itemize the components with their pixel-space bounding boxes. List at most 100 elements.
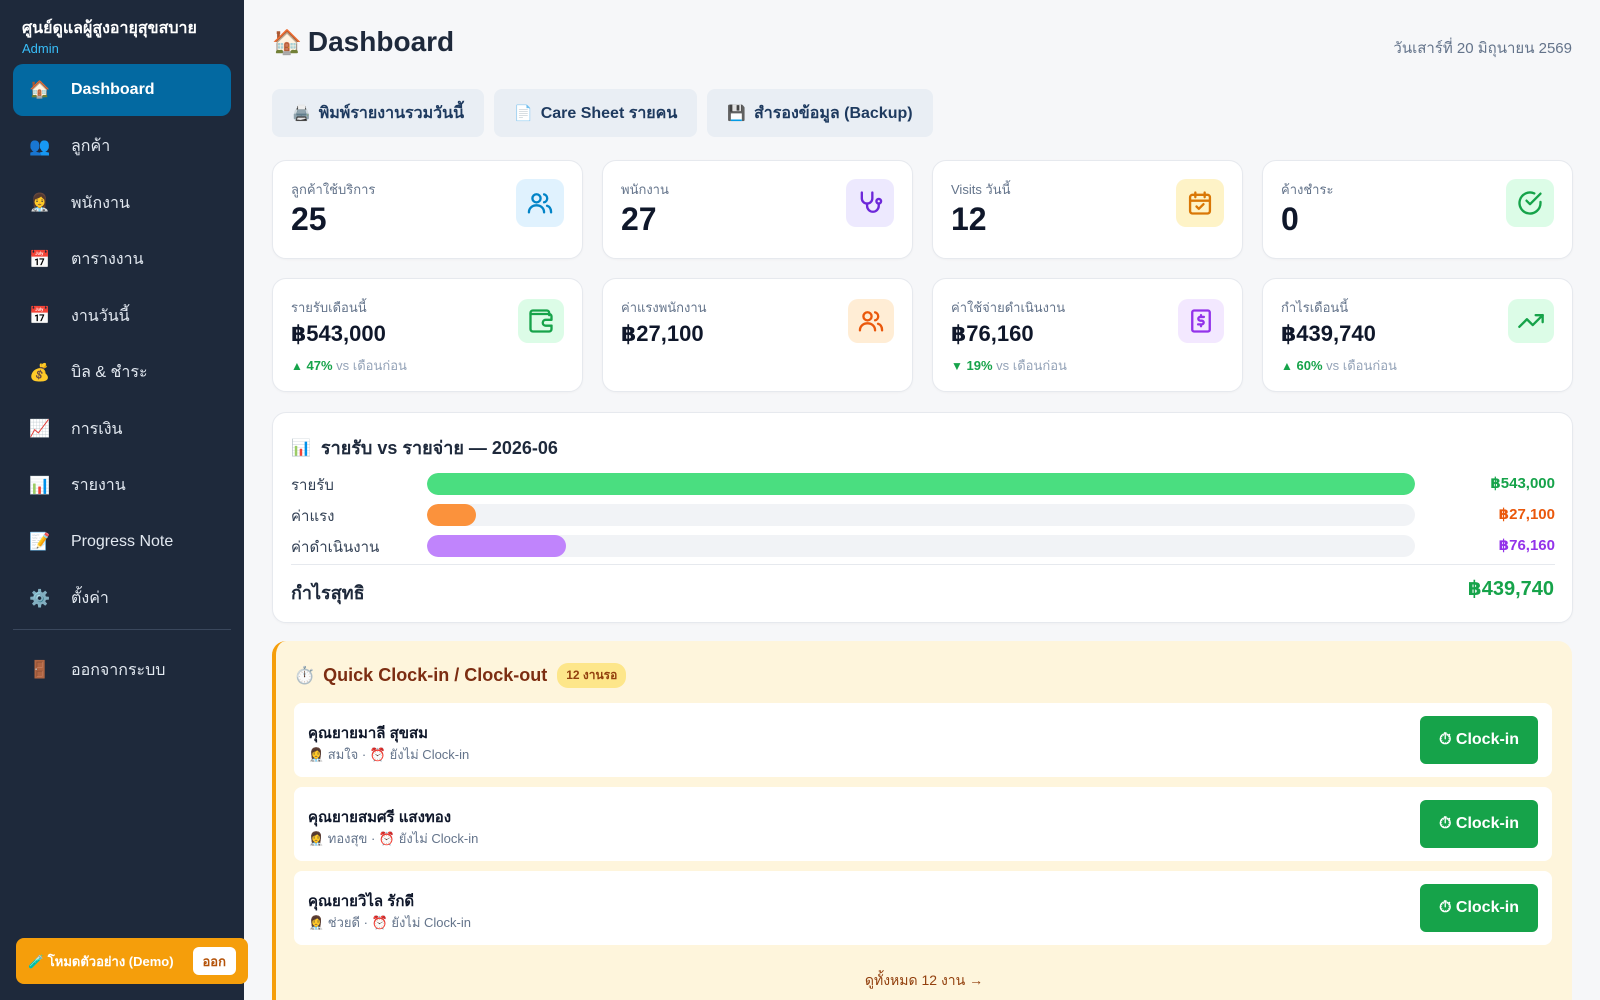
trend-down-icon: ▼ (951, 359, 963, 373)
trend-text: vs เดือนก่อน (336, 358, 407, 373)
task-meta: 👩‍⚕️ ทองสุข · ⏰ ยังไม่ Clock-in (308, 831, 479, 846)
stat-label: ค่าใช้จ่ายดำเนินงาน (951, 300, 1066, 315)
user-role: Admin (22, 41, 59, 56)
gear-icon: ⚙️ (29, 588, 51, 608)
sidebar-item-schedule[interactable]: 📅 ตารางงาน (13, 234, 231, 286)
stat-label: Visits วันนี้ (951, 182, 1011, 197)
task-item: คุณยายสมศรี แสงทอง 👩‍⚕️ ทองสุข · ⏰ ยังไม… (294, 787, 1552, 861)
panel-title: 📊 รายรับ vs รายจ่าย — 2026-06 (291, 433, 558, 462)
exit-demo-button[interactable]: ออก (192, 947, 236, 975)
stat-value: 27 (621, 201, 657, 237)
sidebar-item-label: ออกจากระบบ (71, 661, 166, 679)
sidebar-item-progress-note[interactable]: 📝 Progress Note (13, 516, 231, 568)
sidebar-item-logout[interactable]: 🚪 ออกจากระบบ (13, 644, 231, 696)
stat-card-visits: Visits วันนี้ 12 (932, 160, 1243, 259)
sidebar-item-dashboard[interactable]: 🏠 Dashboard (13, 64, 231, 116)
users-icon (848, 299, 894, 343)
bar-track (427, 504, 1415, 526)
button-label: สำรองข้อมูล (Backup) (754, 104, 913, 122)
sidebar-item-label: การเงิน (71, 420, 123, 438)
sidebar-item-label: พนักงาน (71, 194, 130, 212)
sidebar-item-label: Dashboard (71, 81, 155, 98)
stat-card-profit: กำไรเดือนนี้ ฿439,740 ▲ 60% vs เดือนก่อน (1262, 278, 1573, 392)
page-title-text: Dashboard (307, 26, 455, 57)
sidebar-item-today-tasks[interactable]: 📅 งานวันนี้ (13, 290, 231, 342)
stat-card-labor-cost: ค่าแรงพนักงาน ฿27,100 (602, 278, 913, 392)
floppy-disk-icon: 💾 (727, 105, 747, 122)
sidebar-item-billing[interactable]: 💰 บิล & ชำระ (13, 347, 231, 399)
stat-value: ฿439,740 (1281, 321, 1376, 346)
bar-chart-icon: 📊 (29, 475, 51, 495)
stat-card-customers: ลูกค้าใช้บริการ 25 (272, 160, 583, 259)
bar-label: รายรับ (291, 477, 334, 494)
net-profit-value: ฿439,740 (1467, 578, 1554, 600)
page-header: 🏠 Dashboard วันเสาร์ที่ 20 มิถุนายน 2569 (272, 26, 1572, 66)
net-profit-label: กำไรสุทธิ (291, 583, 365, 603)
sidebar-item-settings[interactable]: ⚙️ ตั้งค่า (13, 573, 231, 625)
client-name: คุณยายมาลี สุขสม (308, 725, 429, 742)
document-icon: 📄 (514, 105, 533, 122)
current-date: วันเสาร์ที่ 20 มิถุนายน 2569 (1393, 40, 1572, 57)
sidebar-nav: 🏠 Dashboard 👥 ลูกค้า 👩‍⚕️ พนักงาน 📅 ตารา… (0, 64, 244, 696)
stethoscope-icon (846, 179, 894, 227)
clock-in-button[interactable]: ⏱ Clock-in (1420, 884, 1538, 932)
stat-card-outstanding: ค้างชำระ 0 (1262, 160, 1573, 259)
task-meta: 👩‍⚕️ ช่วยดี · ⏰ ยังไม่ Clock-in (308, 915, 471, 930)
trend-up-icon: ▲ (291, 359, 303, 373)
sidebar: ศูนย์ดูแลผู้สูงอายุสุขสบาย Admin 🏠 Dashb… (0, 0, 244, 1000)
demo-mode-label: 🧪 โหมดตัวอย่าง (Demo) (28, 953, 174, 969)
stat-card-staff: พนักงาน 27 (602, 160, 913, 259)
trend-indicator: ▼ 19% vs เดือนก่อน (951, 355, 1067, 376)
task-meta: 👩‍⚕️ สมใจ · ⏰ ยังไม่ Clock-in (308, 747, 470, 762)
calendar-check-icon (1176, 179, 1224, 227)
bar-chart-icon: 📊 (291, 439, 311, 457)
bar-label: ค่าดำเนินงาน (291, 539, 380, 556)
backup-button[interactable]: 💾 สำรองข้อมูล (Backup) (707, 89, 933, 137)
sidebar-item-label: ตั้งค่า (71, 590, 109, 607)
chart-up-icon: 📈 (29, 419, 51, 438)
button-label: Care Sheet รายคน (540, 104, 678, 122)
trend-percent: 47% (306, 358, 333, 373)
page-title: 🏠 Dashboard (272, 26, 454, 58)
trend-percent: 60% (1296, 358, 1323, 373)
see-all-tasks-link[interactable]: ดูทั้งหมด 12 งาน → (864, 972, 984, 988)
stopwatch-icon: ⏱️ (294, 665, 316, 685)
care-sheet-button[interactable]: 📄 Care Sheet รายคน (494, 89, 698, 137)
stat-value: 12 (951, 201, 987, 237)
receipt-icon (1178, 299, 1224, 343)
clock-in-button[interactable]: ⏱ Clock-in (1420, 716, 1538, 764)
demo-mode-banner: 🧪 โหมดตัวอย่าง (Demo) ออก (16, 938, 248, 984)
stat-value: ฿76,160 (951, 321, 1034, 346)
sidebar-item-label: บิล & ชำระ (71, 364, 148, 381)
bar-fill-labor (427, 504, 477, 526)
quick-clock-panel: ⏱️ Quick Clock-in / Clock-out 12 งานรอ ค… (272, 641, 1572, 1000)
bar-row-labor: ค่าแรง ฿27,100 (291, 502, 1555, 526)
client-name: คุณยายสมศรี แสงทอง (308, 809, 452, 826)
trending-up-icon (1508, 299, 1554, 343)
button-label: พิมพ์รายงานรวมวันนี้ (318, 104, 464, 122)
stat-label: รายรับเดือนนี้ (291, 300, 367, 315)
clock-in-button[interactable]: ⏱ Clock-in (1420, 800, 1538, 848)
print-daily-report-button[interactable]: 🖨️ พิมพ์รายงานรวมวันนี้ (272, 89, 484, 137)
memo-icon: 📝 (29, 532, 51, 551)
sidebar-item-label: ลูกค้า (71, 138, 111, 155)
bar-row-operating: ค่าดำเนินงาน ฿76,160 (291, 533, 1555, 557)
money-bag-icon: 💰 (29, 362, 51, 382)
sidebar-item-finance[interactable]: 📈 การเงิน (13, 403, 231, 455)
bar-value: ฿27,100 (1498, 506, 1555, 523)
stat-value: 0 (1281, 201, 1299, 237)
bar-fill-income (427, 473, 1415, 495)
stat-value: ฿543,000 (291, 321, 386, 346)
sidebar-item-reports[interactable]: 📊 รายงาน (13, 460, 231, 512)
stat-card-operating-cost: ค่าใช้จ่ายดำเนินงาน ฿76,160 ▼ 19% vs เดื… (932, 278, 1243, 392)
calendar-icon: 📅 (29, 306, 51, 325)
calendar-icon: 📅 (29, 249, 51, 269)
sidebar-item-staff[interactable]: 👩‍⚕️ พนักงาน (13, 177, 231, 229)
bar-track (427, 473, 1415, 495)
sidebar-item-customers[interactable]: 👥 ลูกค้า (13, 121, 231, 173)
bar-fill-operating (427, 535, 566, 557)
stat-label: ค่าแรงพนักงาน (621, 300, 707, 315)
brand-title: ศูนย์ดูแลผู้สูงอายุสุขสบาย (22, 20, 197, 37)
divider (291, 564, 1555, 565)
income-expense-panel: 📊 รายรับ vs รายจ่าย — 2026-06 รายรับ ฿54… (272, 412, 1573, 623)
